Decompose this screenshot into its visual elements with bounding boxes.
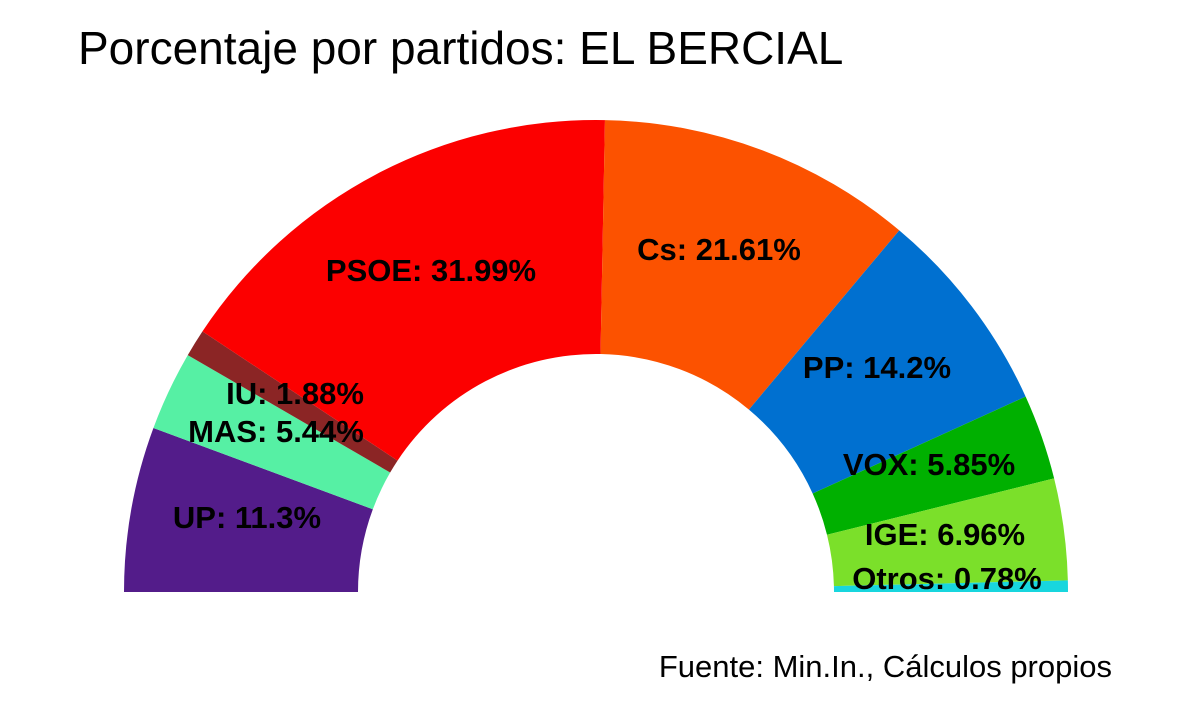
slice-label-otros: Otros: 0.78% (852, 561, 1042, 596)
slice-mas (153, 355, 391, 510)
slice-label-pp: PP: 14.2% (803, 350, 951, 385)
slice-iu (187, 331, 398, 473)
slice-cs (600, 120, 900, 410)
slice-vox (812, 396, 1055, 535)
slice-label-iu: IU: 1.88% (226, 376, 364, 411)
chart-title: Porcentaje por partidos: EL BERCIAL (78, 22, 843, 74)
slice-label-mas: MAS: 5.44% (188, 414, 364, 449)
slice-otros (833, 580, 1068, 592)
slice-label-ige: IGE: 6.96% (865, 517, 1025, 552)
slice-ige (826, 478, 1068, 587)
slice-label-up: UP: 11.3% (173, 500, 321, 535)
slice-label-cs: Cs: 21.61% (637, 232, 801, 267)
slice-up (124, 427, 373, 592)
slice-pp (748, 230, 1026, 494)
slice-psoe (202, 119, 605, 461)
chart-slice-labels: UP: 11.3% MAS: 5.44%IU: 1.88% PSOE: 31.99%… (173, 232, 1042, 596)
slice-label-psoe: PSOE: 31.99% (326, 253, 536, 288)
chart-slices (124, 119, 1068, 592)
slice-label-vox: VOX: 5.85% (843, 447, 1015, 482)
chart-caption: Fuente: Min.In., Cálculos propios (659, 649, 1112, 684)
